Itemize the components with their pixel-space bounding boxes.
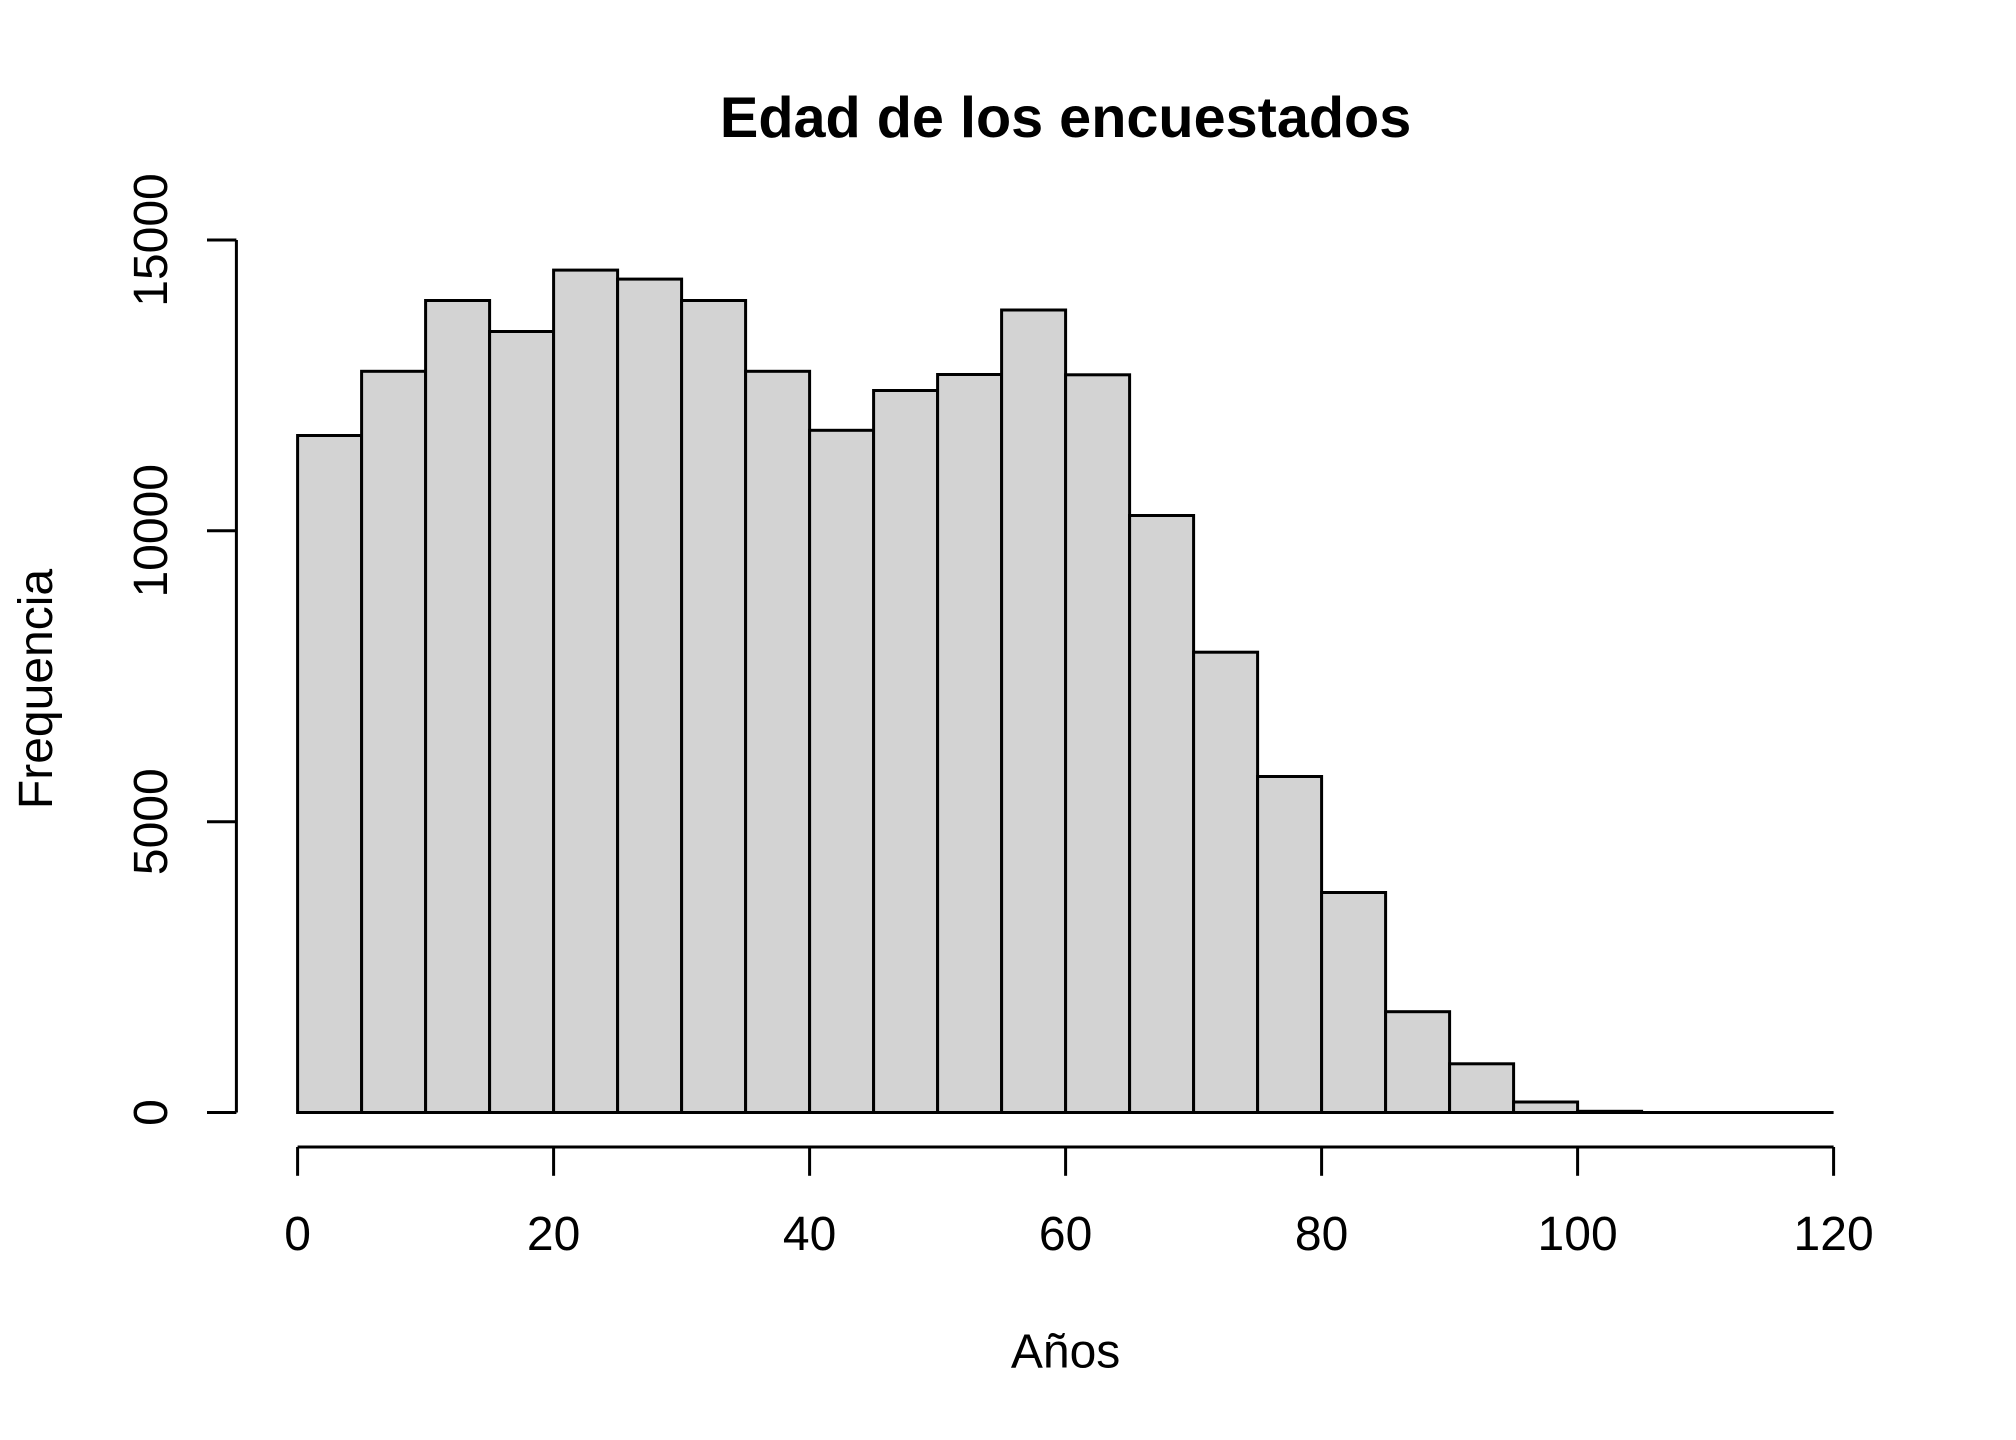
svg-text:Edad de los encuestados: Edad de los encuestados <box>720 86 1411 150</box>
svg-text:0: 0 <box>125 1099 178 1126</box>
svg-text:40: 40 <box>783 1208 836 1261</box>
svg-text:10000: 10000 <box>125 464 178 597</box>
svg-text:120: 120 <box>1794 1208 1874 1261</box>
svg-text:5000: 5000 <box>125 768 178 875</box>
svg-text:15000: 15000 <box>125 173 178 306</box>
svg-text:0: 0 <box>284 1208 311 1261</box>
svg-text:Años: Años <box>1011 1326 1120 1379</box>
svg-text:60: 60 <box>1039 1208 1092 1261</box>
svg-text:80: 80 <box>1295 1208 1348 1261</box>
svg-text:20: 20 <box>527 1208 580 1261</box>
svg-text:100: 100 <box>1538 1208 1618 1261</box>
svg-text:Frequencia: Frequencia <box>10 569 63 809</box>
